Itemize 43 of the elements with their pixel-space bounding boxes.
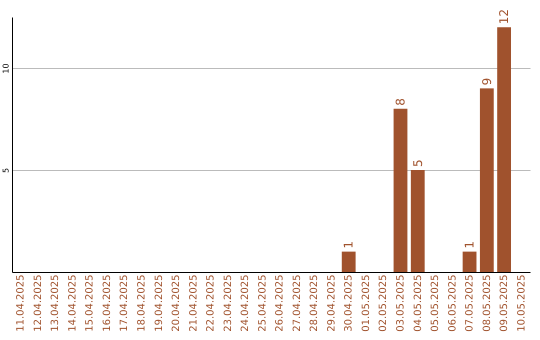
data-label: 1 bbox=[342, 240, 356, 249]
x-tick-label: 16.04.2025 bbox=[102, 274, 113, 332]
bar bbox=[394, 108, 408, 272]
x-tick-label: 15.04.2025 bbox=[84, 274, 96, 332]
bar bbox=[410, 170, 425, 272]
x-tick-label: 27.04.2025 bbox=[292, 274, 303, 332]
x-tick-label: 30.04.2025 bbox=[344, 274, 355, 332]
x-tick-label: 06.05.2025 bbox=[447, 274, 458, 332]
x-tick-label: 09.05.2025 bbox=[499, 274, 510, 332]
bar bbox=[497, 27, 512, 272]
x-tick-label: 29.04.2025 bbox=[326, 274, 338, 332]
x-tick-label: 22.04.2025 bbox=[206, 274, 217, 332]
x-tick-label: 01.05.2025 bbox=[360, 274, 372, 332]
x-tick-label: 08.05.2025 bbox=[482, 274, 493, 332]
x-tick-label: 23.04.2025 bbox=[222, 274, 234, 332]
x-tick-label: 26.04.2025 bbox=[274, 274, 286, 332]
x-tick-label: 02.05.2025 bbox=[378, 274, 390, 332]
x-tick-label: 13.04.2025 bbox=[50, 274, 62, 332]
data-label: 1 bbox=[462, 240, 477, 249]
x-tick-label: 28.04.2025 bbox=[309, 274, 320, 332]
data-label: 12 bbox=[497, 8, 512, 24]
x-tick-label: 11.04.2025 bbox=[16, 274, 27, 332]
x-tick-label: 25.04.2025 bbox=[257, 274, 268, 332]
x-tick-label: 24.04.2025 bbox=[240, 274, 252, 332]
x-tick-label: 07.05.2025 bbox=[464, 274, 476, 332]
x-tick-label: 05.05.2025 bbox=[430, 274, 442, 332]
data-label: 5 bbox=[410, 159, 425, 167]
x-tick-label: 14.04.2025 bbox=[67, 274, 78, 332]
data-label: 8 bbox=[394, 98, 408, 106]
bar bbox=[462, 252, 476, 272]
x-tick-label: 18.04.2025 bbox=[136, 274, 148, 332]
y-tick-label: 10 bbox=[2, 63, 10, 74]
bar bbox=[480, 88, 494, 272]
x-tick-label: 21.04.2025 bbox=[188, 274, 200, 332]
bar bbox=[342, 252, 356, 272]
x-tick-label: 03.05.2025 bbox=[396, 274, 406, 332]
x-tick-label: 19.04.2025 bbox=[154, 274, 165, 332]
data-label: 9 bbox=[480, 78, 494, 86]
x-tick-label: 20.04.2025 bbox=[171, 274, 182, 332]
x-tick-label: 10.05.2025 bbox=[516, 274, 528, 332]
x-tick-label: 17.04.2025 bbox=[119, 274, 130, 332]
x-tick-label: 04.05.2025 bbox=[412, 274, 424, 332]
x-tick-label: 12.04.2025 bbox=[32, 274, 44, 332]
